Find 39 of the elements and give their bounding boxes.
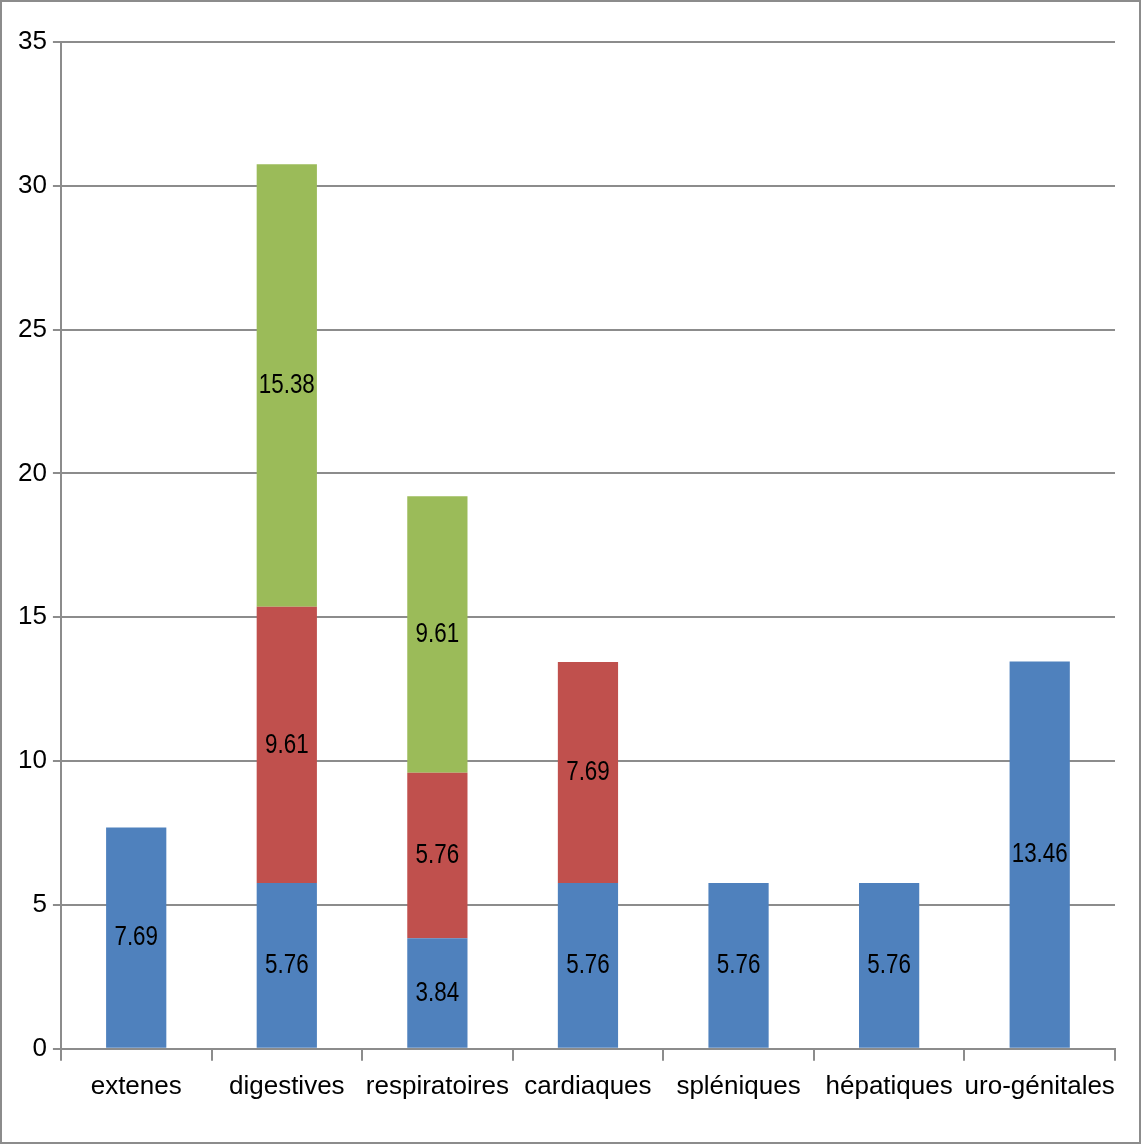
y-tick-label: 10 [18, 744, 47, 775]
data-label: 3.84 [415, 975, 460, 1007]
y-tick-label: 5 [32, 888, 47, 919]
data-label: 9.61 [265, 727, 309, 759]
bar [256, 606, 317, 884]
y-tick-label: 35 [18, 25, 47, 56]
y-tick-label: 25 [18, 312, 47, 343]
x-tick-label: respiratoires [365, 1069, 509, 1100]
bar [557, 661, 619, 884]
y-tick-label: 15 [18, 600, 47, 631]
bar [557, 883, 619, 1048]
data-label: 5.76 [566, 947, 610, 979]
x-tick-label: digestives [228, 1069, 345, 1100]
bar [1009, 661, 1070, 1048]
bar [859, 883, 920, 1048]
bar [256, 164, 317, 607]
data-label: 7.69 [566, 754, 610, 786]
data-label: 5.76 [265, 947, 309, 979]
data-label: 15.38 [258, 367, 315, 399]
x-tick-label: spléniques [676, 1069, 801, 1100]
data-label: 5.76 [415, 837, 460, 869]
data-label: 13.46 [1011, 837, 1068, 868]
y-tick-label: 30 [18, 169, 47, 199]
data-label: 9.61 [415, 616, 460, 648]
x-tick-label: hépatiques [825, 1069, 953, 1100]
data-label: 7.69 [114, 920, 158, 951]
bar [407, 496, 468, 773]
bar [407, 772, 468, 939]
x-tick-label: extenes [90, 1069, 182, 1100]
bar [106, 827, 167, 1048]
x-tick-label: cardiaques [524, 1069, 652, 1100]
data-label: 5.76 [867, 947, 911, 979]
y-tick-label: 0 [32, 1031, 47, 1062]
bar [708, 883, 769, 1048]
data-label: 5.76 [716, 947, 761, 979]
y-tick-label: 20 [18, 456, 47, 487]
bar [407, 938, 468, 1048]
x-tick-label: uro-génitales [964, 1069, 1115, 1100]
bar [256, 883, 317, 1048]
